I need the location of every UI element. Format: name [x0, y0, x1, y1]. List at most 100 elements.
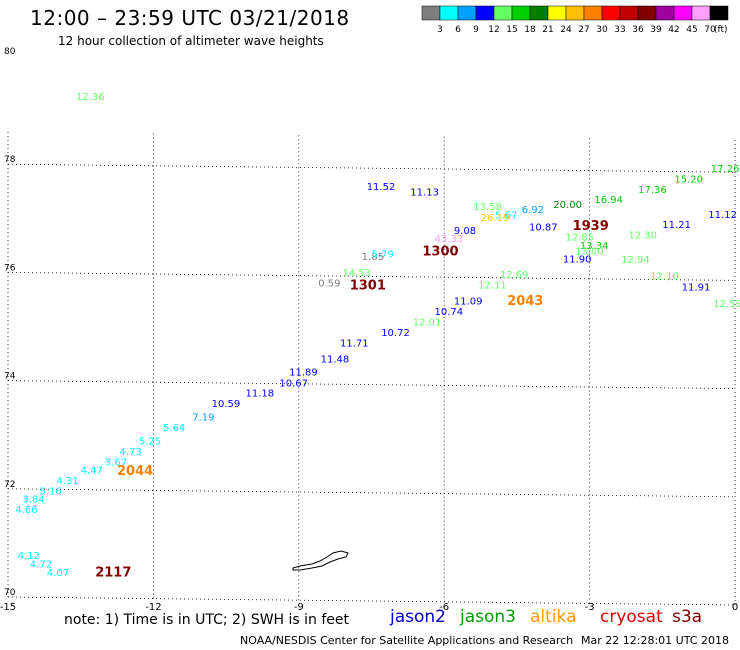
legend-label: 15 — [506, 25, 517, 35]
swh-value-label: 10.87 — [529, 223, 558, 234]
legend-label: 42 — [668, 25, 679, 35]
lat-tick-label: 72 — [4, 480, 15, 490]
generation-timestamp: Mar 22 12:28:01 UTC 2018 — [581, 634, 729, 647]
parallel-line — [7, 380, 736, 389]
swh-value-label: 9.08 — [454, 226, 476, 237]
swh-value-label: 7.19 — [192, 413, 214, 424]
satellite-jason2: jason2 — [390, 607, 446, 627]
lat-tick-label: 70 — [4, 588, 16, 598]
swh-color-legend: 3 6 9 12 15 18 21 24 27 30 33 36 39 42 45 70(ft) — [421, 5, 729, 35]
swh-value-label: 5.16 — [40, 487, 62, 498]
legend-label: 3 — [437, 25, 443, 35]
swh-value-label: 11.90 — [563, 254, 592, 265]
legend-label: 21 — [542, 25, 553, 35]
swh-value-label: 12.59 — [713, 299, 740, 310]
swh-value-label: 4.07 — [47, 568, 69, 579]
swh-value-label: 20.00 — [553, 200, 582, 211]
pass-time-label: 2044 — [117, 464, 153, 479]
legend-label: 39 — [650, 25, 662, 35]
legend-label: 70 — [704, 25, 716, 35]
swh-value-label: 17.26 — [711, 164, 740, 175]
legend-label: 24 — [560, 25, 572, 35]
parallel-line — [7, 488, 736, 498]
swh-value-label: 11.21 — [662, 220, 691, 231]
swh-value-label: 26.19 — [481, 213, 510, 224]
legend-label: 6 — [455, 25, 461, 35]
swh-value-label: 4.66 — [15, 505, 37, 516]
satellite-cryosat: cryosat — [600, 607, 663, 627]
legend-label: 12 — [488, 25, 499, 35]
legend-unit: (ft) — [714, 25, 728, 35]
parallel-line — [7, 163, 736, 173]
swh-value-label: 11.91 — [682, 283, 711, 294]
lon-tick-label: 0 — [732, 602, 738, 613]
legend-label: 27 — [578, 25, 589, 35]
swh-value-label: 12.69 — [500, 270, 529, 281]
legend-label: 18 — [524, 25, 536, 35]
swh-value-label: 11.12 — [708, 210, 737, 221]
legend-label: 30 — [596, 25, 608, 35]
legend-label: 36 — [632, 25, 644, 35]
swh-value-label: 4.47 — [81, 465, 103, 476]
lat-tick-label: 74 — [4, 372, 16, 382]
lon-tick-label: -9 — [294, 602, 304, 613]
swh-value-label: 43.33 — [435, 234, 464, 245]
legend-label: 45 — [686, 25, 697, 35]
altimeter-observations: 12.36 11.52 11.13 13.58 20.00 16.94 17.36 15.20… — [15, 92, 740, 580]
lat-lon-gridlines — [7, 131, 736, 606]
swh-value-label: 11.09 — [454, 296, 483, 307]
swh-value-label: 5.25 — [139, 436, 161, 447]
swh-value-label: 12.36 — [76, 92, 105, 103]
swh-value-label: 17.36 — [638, 185, 667, 196]
swh-value-label: 12.11 — [478, 280, 507, 291]
swh-value-label: 10.72 — [381, 328, 410, 339]
satellite-altika: altika — [530, 607, 577, 627]
pass-time-label: 2043 — [507, 294, 543, 309]
swh-value-label: 12.94 — [621, 255, 650, 266]
axis-tick-labels: -15 -12 -9 -6 -3 0 70 72 74 76 78 80 — [0, 47, 738, 613]
swh-value-label: 4.12 — [18, 551, 40, 562]
swh-value-label: 12.01 — [413, 318, 442, 329]
swh-value-label: 11.48 — [321, 354, 350, 365]
credit-line: NOAA/NESDIS Center for Satellite Applica… — [240, 634, 574, 647]
lat-tick-label: 80 — [4, 47, 16, 57]
swh-value-label: 11.89 — [289, 368, 318, 379]
swh-value-label: 13.34 — [580, 241, 609, 252]
swh-value-label: 6.92 — [522, 205, 544, 216]
legend-label: 9 — [473, 25, 479, 35]
lat-tick-label: 78 — [4, 155, 16, 165]
swh-value-label: 4.72 — [30, 560, 52, 571]
swh-value-label: 10.67 — [279, 378, 308, 389]
swh-value-label: 15.20 — [674, 174, 703, 185]
pass-time-label: 1301 — [350, 279, 386, 294]
swh-value-label: 11.52 — [367, 182, 396, 193]
swh-value-label: 5.79 — [372, 250, 394, 261]
swh-value-label: 13.58 — [473, 202, 502, 213]
jan-mayen-island-outline — [292, 550, 349, 571]
lon-tick-label: -6 — [439, 602, 449, 613]
swh-value-label: 5.64 — [163, 423, 185, 434]
swh-value-label: 12.10 — [650, 272, 679, 283]
swh-value-label: 3.67 — [105, 458, 127, 469]
footnote: note: 1) Time is in UTC; 2) SWH is in fe… — [64, 612, 350, 628]
swh-value-label: 16.94 — [594, 195, 623, 206]
map-subtitle: 12 hour collection of altimeter wave hei… — [58, 34, 324, 48]
swh-value-label: 5.67 — [495, 210, 517, 221]
satellite-jason3: jason3 — [460, 607, 516, 627]
legend-swatch — [709, 5, 729, 21]
swh-value-label: 3.84 — [23, 495, 45, 506]
satellite-s3a: s3a — [672, 607, 703, 627]
swh-value-label: 12.30 — [628, 231, 657, 242]
swh-value-label: 12.85 — [565, 233, 594, 244]
lon-tick-label: -12 — [145, 602, 161, 613]
swh-value-label: 1.85 — [362, 252, 384, 263]
swh-value-label: 11.18 — [246, 389, 275, 400]
parallel-line — [7, 596, 736, 606]
swh-value-label: 10.74 — [435, 307, 464, 318]
swh-value-label: 4.73 — [120, 447, 142, 458]
swh-value-label: 13.00 — [575, 246, 604, 257]
pass-time-label: 1300 — [422, 244, 458, 259]
pass-time-label: 1939 — [573, 219, 609, 234]
swh-value-label: 4.31 — [57, 476, 79, 487]
swh-value-label: 0.59 — [318, 279, 340, 290]
